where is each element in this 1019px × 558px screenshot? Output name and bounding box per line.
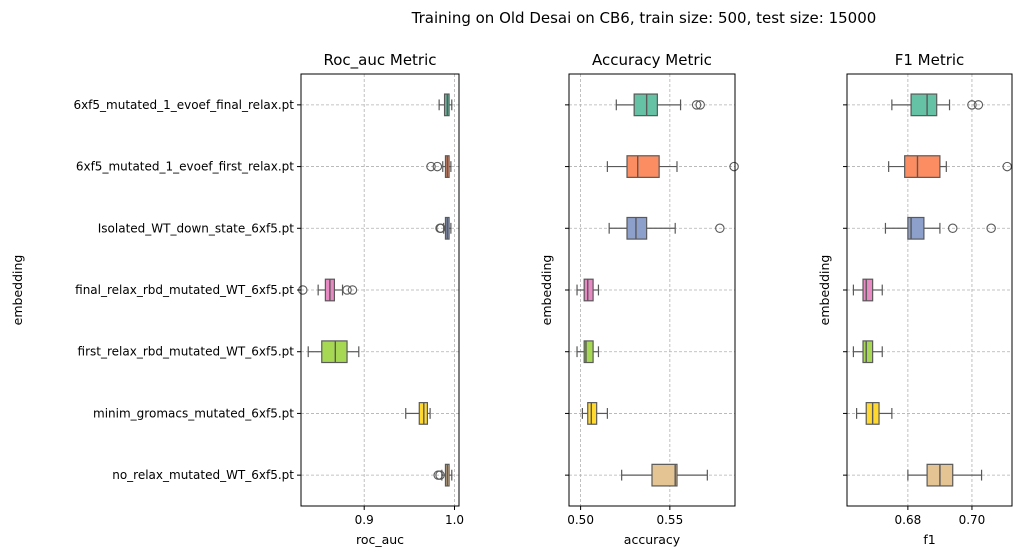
y-tick-label: first_relax_rbd_mutated_WT_6xf5.pt (78, 345, 295, 359)
box-iqr (651, 463, 678, 487)
box-5 (852, 340, 883, 364)
box-1 (891, 93, 984, 117)
box-2 (426, 155, 452, 178)
outlier-point (715, 223, 725, 234)
outlier-point (435, 470, 445, 480)
outlier-point (729, 161, 739, 172)
box-6 (581, 402, 608, 425)
box-3 (435, 216, 452, 240)
box-3 (608, 216, 725, 240)
box-7 (907, 463, 983, 487)
y-tick-label: no_relax_mutated_WT_6xf5.pt (112, 468, 294, 482)
y-tick-label: Isolated_WT_down_state_6xf5.pt (98, 221, 295, 235)
box-iqr (583, 278, 594, 302)
box-7 (621, 463, 708, 487)
x-tick-label: 0.70 (959, 513, 986, 527)
box-6 (856, 402, 893, 425)
box-5 (307, 340, 360, 364)
x-axis-label: roc_auc (356, 532, 404, 547)
outlier-point (347, 285, 358, 295)
y-tick-label: 6xf5_mutated_1_evoef_final_relax.pt (73, 98, 294, 112)
outlier-point (695, 100, 705, 110)
outlier-point (436, 223, 446, 234)
outlier-point (691, 100, 702, 110)
outlier-point (426, 161, 436, 172)
x-axis-label: accuracy (624, 532, 681, 547)
x-tick-label: 0.68 (895, 513, 922, 527)
y-axis-label: embedding (10, 255, 25, 326)
box-iqr (626, 155, 660, 178)
box-3 (884, 216, 996, 240)
y-tick-label: final_relax_rbd_mutated_WT_6xf5.pt (75, 283, 294, 297)
outlier-point (973, 100, 984, 110)
outlier-point (947, 223, 958, 234)
chart-panel-1: 0.9 1.0 6xf5_mutated_1_evoef_final_relax.p… (10, 51, 464, 547)
outlier-point (432, 161, 443, 172)
box-iqr (904, 155, 941, 178)
box-iqr (907, 216, 925, 240)
outlier-point (986, 223, 996, 234)
box-4 (852, 278, 883, 302)
box-iqr (633, 93, 658, 117)
x-tick-label: 0.9 (355, 513, 374, 527)
box-iqr (862, 340, 874, 364)
box-6 (405, 402, 431, 425)
box-5 (576, 340, 600, 364)
box-iqr (910, 93, 938, 117)
figure-suptitle: Training on Old Desai on CB6, train size… (411, 9, 877, 27)
x-tick-label: 1.0 (445, 513, 464, 527)
panel-title: Accuracy Metric (592, 51, 712, 69)
box-1 (615, 93, 705, 117)
x-tick-label: 0.50 (567, 513, 594, 527)
outlier-point (342, 285, 352, 295)
box-2 (606, 155, 739, 178)
y-tick-label: 6xf5_mutated_1_evoef_first_relax.pt (76, 160, 294, 174)
x-axis-label: f1 (923, 532, 935, 547)
box-4 (298, 278, 358, 302)
box-2 (888, 155, 1012, 178)
box-iqr (587, 402, 598, 425)
panel-title: Roc_auc Metric (323, 51, 436, 70)
y-axis-label: embedding (539, 255, 554, 326)
box-4 (576, 278, 600, 302)
box-7 (433, 463, 453, 487)
box-iqr (321, 340, 348, 364)
box-iqr (862, 278, 874, 302)
outlier-point (1002, 161, 1012, 172)
x-tick-label: 0.55 (656, 513, 683, 527)
panel-title: F1 Metric (895, 51, 965, 69)
y-tick-label: minim_gromacs_mutated_6xf5.pt (93, 406, 294, 420)
y-axis-label: embedding (817, 255, 832, 326)
chart-panel-2: 0.50 0.55 Accuracy Metric accuracy embedding (539, 51, 739, 547)
box-iqr (583, 340, 594, 364)
outlier-point (967, 100, 977, 110)
box-1 (438, 93, 453, 117)
box-iqr (626, 216, 648, 240)
chart-panel-3: 0.68 0.70 F1 Metric f1 embedding (817, 51, 1013, 547)
